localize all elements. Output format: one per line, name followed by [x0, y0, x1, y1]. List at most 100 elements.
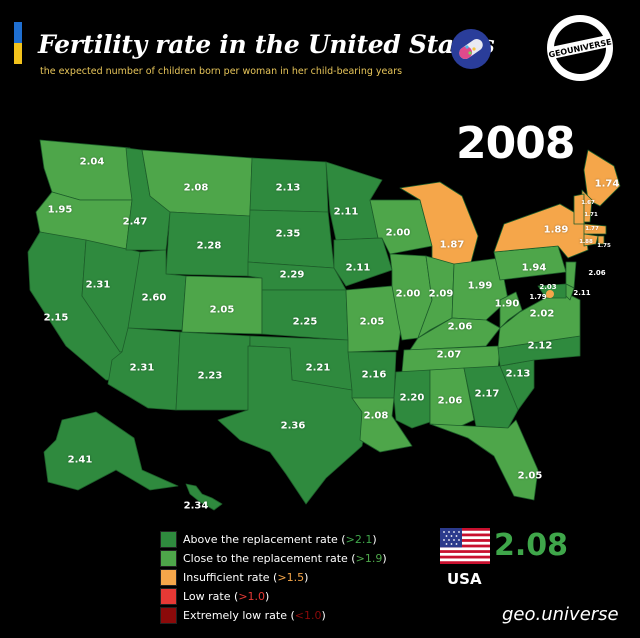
state-label-ar: 2.16	[361, 369, 387, 381]
credit-text: geo.universe	[502, 604, 619, 625]
state-label-ia: 2.11	[345, 262, 371, 274]
state-label-me: 1.74	[594, 178, 620, 190]
legend-label: Insufficient rate	[183, 571, 270, 584]
geouniverse-logo: GEOUNIVERSE	[547, 15, 613, 81]
state-ma	[583, 223, 607, 235]
usa-label: USA	[447, 570, 482, 588]
ukraine-flag-stripe	[14, 22, 22, 64]
usa-flag-icon	[440, 528, 490, 564]
state-label-sc: 2.13	[505, 368, 531, 380]
state-label-nv: 2.31	[85, 279, 111, 291]
state-label-md: 2.11	[573, 289, 591, 297]
state-label-in: 2.09	[428, 288, 454, 300]
state-la	[351, 397, 413, 453]
pill-icon	[451, 29, 491, 69]
state-label-wv: 1.90	[494, 298, 520, 310]
legend: Above the replacement rate (>2.1) Close t…	[160, 530, 387, 625]
state-ny	[493, 203, 589, 259]
state-wv	[499, 291, 523, 329]
state-label-id: 2.47	[122, 216, 148, 228]
state-label-ks: 2.25	[292, 316, 318, 328]
legend-threshold: >2.1	[345, 533, 373, 546]
state-label-ma: 1.77	[585, 226, 599, 232]
state-label-nm: 2.23	[197, 370, 223, 382]
state-label-sd: 2.35	[275, 228, 301, 240]
state-label-ri: 1.75	[597, 243, 611, 249]
state-vt	[573, 193, 585, 225]
legend-threshold: >1.0	[238, 590, 266, 603]
legend-label: Low rate	[183, 590, 231, 603]
state-label-al: 2.06	[437, 395, 463, 407]
state-ri	[597, 235, 605, 245]
state-label-ms: 2.20	[399, 392, 425, 404]
state-label-mn: 2.11	[333, 206, 359, 218]
legend-swatch	[160, 550, 177, 567]
legend-swatch	[160, 569, 177, 586]
legend-threshold: <1.0	[294, 609, 322, 622]
dc-marker	[546, 290, 554, 298]
state-label-mi: 1.87	[439, 239, 465, 251]
legend-swatch	[160, 588, 177, 605]
state-label-ne: 2.29	[279, 269, 305, 281]
state-label-pa: 1.94	[521, 262, 547, 274]
state-label-ok: 2.21	[305, 362, 331, 374]
state-label-il: 2.00	[395, 288, 421, 300]
legend-item-above: Above the replacement rate (>2.1)	[160, 530, 387, 549]
page-title: Fertility rate in the United States	[38, 30, 495, 59]
state-label-vt: 1.71	[584, 212, 598, 218]
state-oh	[451, 257, 509, 321]
state-label-ak: 2.41	[67, 454, 93, 466]
legend-label: Close to the replacement rate	[183, 552, 348, 565]
state-label-ny: 1.89	[543, 224, 569, 236]
state-label-nh: 1.67	[581, 200, 595, 206]
legend-label: Above the replacement rate	[183, 533, 338, 546]
page-subtitle: the expected number of children born per…	[40, 66, 403, 77]
legend-label: Extremely low rate	[183, 609, 287, 622]
state-ak	[43, 411, 179, 491]
state-label-la: 2.08	[363, 410, 389, 422]
state-al	[429, 367, 475, 431]
legend-item-low: Low rate (>1.0)	[160, 587, 387, 606]
state-fl	[429, 419, 539, 501]
usa-value: 2.08	[494, 528, 569, 563]
state-tx	[217, 345, 369, 505]
legend-threshold: >1.9	[355, 552, 383, 565]
state-label-ga: 2.17	[474, 388, 500, 400]
state-label-tx: 2.36	[280, 420, 306, 432]
state-label-wa: 2.04	[79, 156, 105, 168]
year-label: 2008	[456, 118, 575, 169]
legend-item-insufficient: Insufficient rate (>1.5)	[160, 568, 387, 587]
state-wa	[39, 139, 133, 201]
state-label-ky: 2.06	[447, 321, 473, 333]
legend-item-close: Close to the replacement rate (>1.9)	[160, 549, 387, 568]
state-hi	[185, 483, 223, 511]
state-label-az: 2.31	[129, 362, 155, 374]
state-label-de: 2.06	[588, 269, 606, 277]
state-label-or: 1.95	[47, 204, 73, 216]
state-label-nd: 2.13	[275, 182, 301, 194]
state-label-fl: 2.05	[517, 470, 543, 482]
state-label-ut: 2.60	[141, 292, 167, 304]
state-label-nj: 2.03	[539, 283, 557, 291]
state-label-wy: 2.28	[196, 240, 222, 252]
state-label-ct: 1.88	[579, 239, 593, 245]
state-label-mt: 2.08	[183, 182, 209, 194]
state-ia	[333, 237, 393, 287]
state-va	[497, 289, 581, 349]
state-label-tn: 2.07	[436, 349, 462, 361]
state-label-oh: 1.99	[467, 280, 493, 292]
state-label-va: 2.02	[529, 308, 555, 320]
state-me	[583, 149, 621, 207]
legend-item-extremely-low: Extremely low rate (<1.0)	[160, 606, 387, 625]
state-ga	[463, 365, 519, 429]
state-label-wi: 2.00	[385, 227, 411, 239]
legend-swatch	[160, 607, 177, 624]
state-ks	[261, 289, 349, 341]
legend-swatch	[160, 531, 177, 548]
state-label-ca: 2.15	[43, 312, 69, 324]
state-label-nc: 2.12	[527, 340, 553, 352]
state-label-mo: 2.05	[359, 316, 385, 328]
state-label-hi: 2.34	[183, 500, 209, 512]
state-label-dc: 1.79	[529, 293, 547, 301]
